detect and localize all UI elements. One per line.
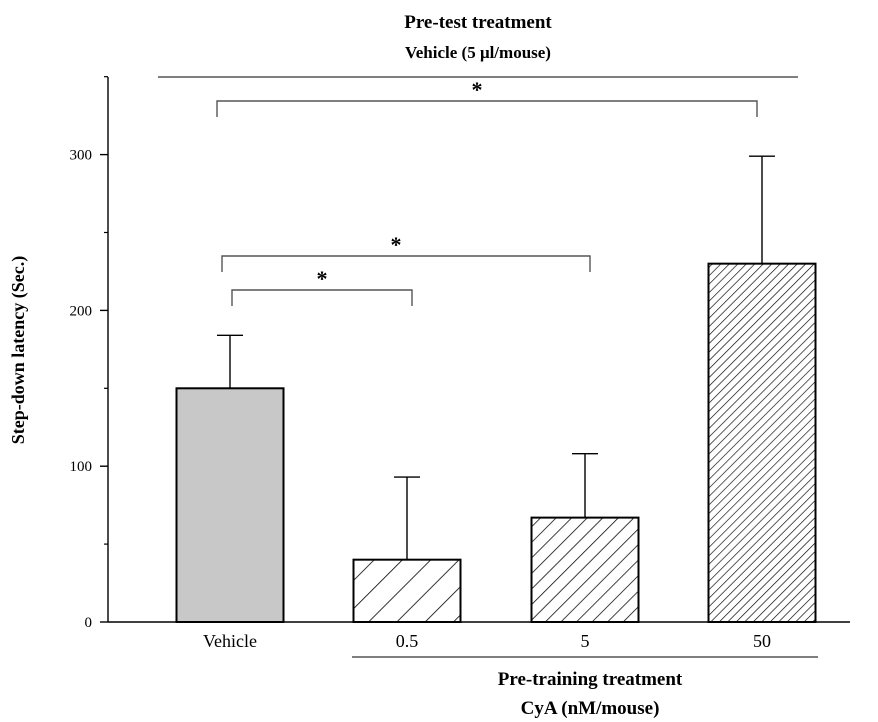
significance-brackets: * * * [216, 77, 758, 306]
y-tick-label: 100 [70, 459, 93, 475]
bar-1 [352, 558, 462, 623]
significance-bracket [216, 100, 758, 117]
significance-star: * [391, 232, 402, 257]
x-tick-label: 0.5 [396, 631, 419, 651]
error-bars [217, 155, 775, 560]
significance-bracket [221, 255, 591, 272]
x-tick-label: 5 [581, 631, 590, 651]
bars [175, 262, 817, 624]
x-tick-label: 50 [753, 631, 771, 651]
y-tick-label: 200 [70, 303, 93, 319]
bar-2 [530, 516, 640, 624]
y-tick-label: 300 [70, 148, 93, 164]
y-tick-label: 0 [85, 615, 93, 631]
chart-title: Pre-test treatment [404, 12, 552, 33]
chart-subtitle: Vehicle (5 μl/mouse) [405, 43, 551, 62]
significance-star: * [472, 77, 483, 102]
y-ticks: 0 100 200 300 [70, 76, 108, 631]
x-axis-subtitle: CyA (nM/mouse) [521, 698, 660, 719]
x-axis-title: Pre-training treatment [498, 669, 683, 690]
bar-0 [175, 387, 285, 623]
x-tick-labels: Vehicle 0.5 5 50 [203, 631, 771, 651]
bar-3 [707, 262, 817, 623]
significance-bracket [231, 289, 413, 306]
x-tick-label: Vehicle [203, 631, 257, 651]
y-axis-label: Step-down latency (Sec.) [8, 256, 29, 444]
significance-star: * [317, 266, 328, 291]
